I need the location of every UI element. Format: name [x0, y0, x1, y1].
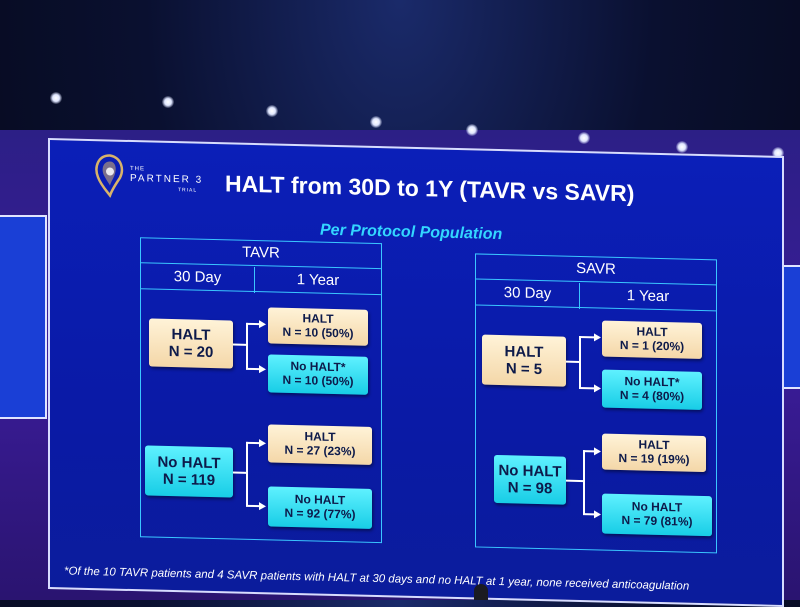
ceiling-light	[676, 141, 688, 153]
connector	[246, 504, 260, 508]
savr-1y-no-halt-box: No HALT* N = 4 (80%)	[602, 369, 702, 410]
tavr-1y-no-halt-box: No HALT* N = 10 (50%)	[268, 354, 368, 395]
box-count: N = 4 (80%)	[619, 387, 685, 404]
box-label: HALT	[171, 325, 211, 344]
connector	[566, 360, 580, 364]
side-screen-left	[0, 215, 47, 419]
savr-col-1-year: 1 Year	[580, 283, 716, 312]
logo-trial: TRIAL	[178, 187, 198, 194]
slide-title: HALT from 30D to 1Y (TAVR vs SAVR)	[225, 170, 635, 207]
connector	[246, 367, 260, 371]
ceiling-light	[466, 124, 478, 136]
tavr-col-1-year: 1 Year	[255, 267, 381, 296]
box-count: N = 10 (50%)	[282, 372, 354, 389]
box-label: No HALT	[157, 453, 221, 472]
speaker-silhouette	[474, 584, 488, 600]
arrow-right-icon	[259, 439, 266, 448]
arrow-right-icon	[259, 502, 266, 511]
arrow-right-icon	[594, 510, 601, 519]
box-count: N = 119	[162, 470, 216, 490]
arrow-right-icon	[594, 333, 601, 342]
connector	[246, 441, 248, 506]
box-count: N = 98	[507, 479, 553, 498]
partner-trial-logo-icon	[95, 154, 124, 199]
connector	[579, 335, 581, 389]
connector	[246, 322, 248, 369]
ceiling-light	[266, 105, 278, 117]
savr-30d-halt-box: HALT N = 5	[482, 334, 566, 387]
connector	[583, 450, 585, 515]
slide-subtitle: Per Protocol Population	[320, 221, 503, 244]
tavr-1y-no-halt-box: No HALT N = 92 (77%)	[268, 486, 372, 529]
arrow-right-icon	[259, 320, 266, 329]
arrow-right-icon	[594, 447, 601, 456]
connector	[579, 335, 595, 339]
footnote: *Of the 10 TAVR patients and 4 SAVR pati…	[64, 565, 690, 593]
connector	[233, 343, 247, 346]
box-count: N = 20	[168, 342, 214, 362]
box-count: N = 1 (20%)	[619, 337, 685, 354]
box-label: HALT	[504, 342, 544, 361]
box-count: N = 5	[505, 360, 543, 379]
logo-name: PARTNER 3	[130, 173, 204, 186]
savr-30d-no-halt-box: No HALT N = 98	[494, 454, 566, 505]
ceiling-light	[370, 116, 382, 128]
box-count: N = 92 (77%)	[284, 505, 356, 522]
ceiling-light	[578, 132, 590, 144]
connector	[246, 322, 260, 326]
savr-panel: SAVR 30 Day 1 Year HALT N = 5 HALT N = 1…	[475, 253, 717, 554]
projection-slide: THE PARTNER 3 TRIAL HALT from 30D to 1Y …	[48, 138, 784, 607]
arrow-right-icon	[594, 384, 601, 393]
connector	[579, 386, 595, 390]
box-count: N = 27 (23%)	[284, 442, 356, 459]
connector	[566, 479, 584, 483]
savr-1y-no-halt-box: No HALT N = 79 (81%)	[602, 493, 712, 537]
ceiling-light	[50, 92, 62, 104]
connector	[233, 471, 247, 474]
box-count: N = 79 (81%)	[621, 513, 693, 529]
savr-1y-halt-box: HALT N = 1 (20%)	[602, 320, 702, 359]
arrow-right-icon	[259, 365, 266, 374]
ceiling-light	[162, 96, 174, 108]
box-count: N = 19 (19%)	[618, 450, 690, 467]
tavr-col-30-day: 30 Day	[141, 264, 254, 293]
tavr-panel: TAVR 30 Day 1 Year HALT N = 20 HALT N = …	[140, 237, 382, 544]
tavr-1y-halt-box: HALT N = 27 (23%)	[268, 424, 372, 465]
tavr-30d-halt-box: HALT N = 20	[149, 318, 233, 369]
tavr-1y-halt-box: HALT N = 10 (50%)	[268, 307, 368, 346]
connector	[246, 441, 260, 445]
logo-the: THE	[130, 166, 145, 173]
tavr-30d-no-halt-box: No HALT N = 119	[145, 445, 233, 498]
savr-col-30-day: 30 Day	[476, 280, 579, 308]
box-label: No HALT	[498, 461, 562, 481]
savr-1y-halt-box: HALT N = 19 (19%)	[602, 433, 706, 473]
box-count: N = 10 (50%)	[282, 324, 354, 341]
